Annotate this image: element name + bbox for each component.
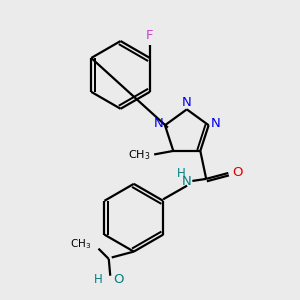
Text: N: N [154, 117, 164, 130]
Text: H: H [177, 167, 185, 180]
Text: O: O [233, 166, 243, 179]
Text: N: N [182, 175, 192, 188]
Text: N: N [182, 96, 192, 110]
Text: O: O [113, 273, 124, 286]
Text: CH$_3$: CH$_3$ [70, 237, 91, 251]
Text: H: H [94, 273, 103, 286]
Text: N: N [210, 117, 220, 130]
Text: CH$_3$: CH$_3$ [128, 148, 150, 162]
Text: F: F [146, 29, 154, 42]
